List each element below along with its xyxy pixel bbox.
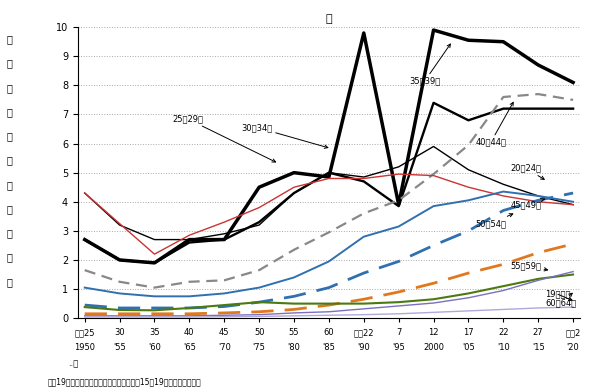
Text: 性: 性: [6, 156, 12, 166]
Text: '55: '55: [113, 343, 126, 352]
Text: 50: 50: [254, 328, 264, 337]
Text: '85: '85: [322, 343, 335, 352]
Text: 25～29歳: 25～29歳: [172, 114, 276, 162]
Text: 60～64歳: 60～64歳: [545, 293, 576, 308]
Text: 30～34歳: 30～34歳: [242, 123, 328, 148]
Text: 40～44歳: 40～44歳: [475, 102, 513, 147]
Text: 35～39歳: 35～39歳: [409, 44, 450, 85]
Text: 45: 45: [219, 328, 230, 337]
Text: '05: '05: [462, 343, 475, 352]
Text: 対: 対: [6, 253, 12, 263]
Text: 人: 人: [6, 180, 12, 190]
Text: '15: '15: [532, 343, 545, 352]
Text: （: （: [6, 107, 12, 117]
Text: '65: '65: [183, 343, 196, 352]
Text: 平成22: 平成22: [353, 328, 374, 337]
Text: 45～49歳: 45～49歳: [510, 199, 544, 209]
Text: '70: '70: [218, 343, 231, 352]
Text: '80: '80: [288, 343, 300, 352]
Text: 率: 率: [6, 83, 12, 93]
Text: ..年: ..年: [68, 359, 78, 368]
Text: 口: 口: [6, 204, 12, 214]
Text: 50～54歳: 50～54歳: [475, 214, 513, 228]
Text: 1950: 1950: [74, 343, 95, 352]
Text: 27: 27: [533, 328, 544, 337]
Text: 55: 55: [289, 328, 299, 337]
Text: '60: '60: [148, 343, 161, 352]
Text: 60: 60: [324, 328, 334, 337]
Text: ）: ）: [6, 277, 12, 287]
Text: 30: 30: [114, 328, 125, 337]
Text: 17: 17: [463, 328, 474, 337]
Text: 19歳以下: 19歳以下: [545, 290, 572, 301]
Text: 22: 22: [498, 328, 508, 337]
Text: '90: '90: [358, 343, 370, 352]
Text: '95: '95: [392, 343, 405, 352]
Text: 千: 千: [6, 228, 12, 238]
Text: 昭和25: 昭和25: [75, 328, 95, 337]
Text: 55～59歳: 55～59歳: [510, 261, 548, 271]
Text: 20～24歳: 20～24歳: [510, 164, 544, 179]
Title: 妻: 妻: [325, 14, 332, 24]
Text: 7: 7: [396, 328, 401, 337]
Text: '10: '10: [497, 343, 509, 352]
Text: 注：19歳以下の離婚率算出に用いた人口は15～19歳の人口である。: 注：19歳以下の離婚率算出に用いた人口は15～19歳の人口である。: [48, 377, 202, 386]
Text: 2000: 2000: [423, 343, 444, 352]
Text: '20: '20: [567, 343, 579, 352]
Text: 40: 40: [184, 328, 194, 337]
Text: 令和2: 令和2: [566, 328, 581, 337]
Text: 35: 35: [149, 328, 160, 337]
Text: '75: '75: [253, 343, 266, 352]
Text: 12: 12: [428, 328, 439, 337]
Text: 女: 女: [6, 131, 12, 141]
Text: 婚: 婚: [6, 59, 12, 69]
Text: 離: 離: [6, 34, 12, 44]
